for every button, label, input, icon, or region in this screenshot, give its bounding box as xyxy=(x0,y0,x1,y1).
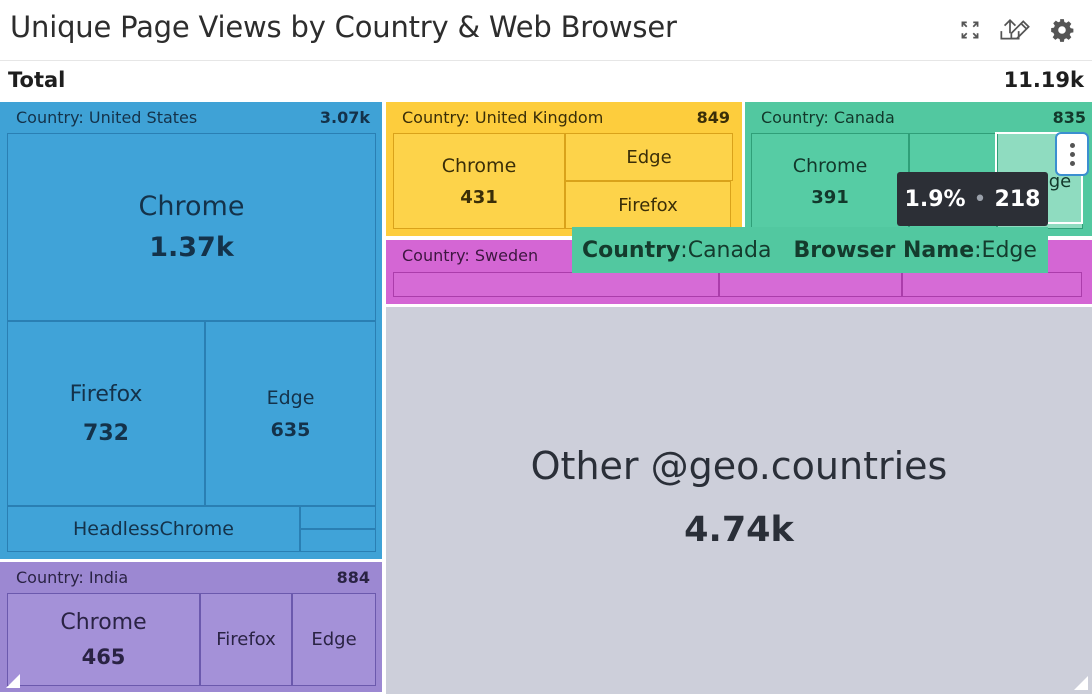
total-value: 11.19k xyxy=(1003,68,1084,92)
cell-name: Edge xyxy=(626,146,672,168)
other-value: 4.74k xyxy=(684,509,794,550)
export-icon[interactable] xyxy=(994,14,1026,46)
tooltip-country-key: Country xyxy=(582,237,681,263)
treemap-group-india[interactable]: Country: India 884 Chrome 465 Firefox Ed… xyxy=(0,562,382,692)
treemap-cell-firefox[interactable]: Firefox 732 xyxy=(7,321,205,506)
cell-name: Chrome xyxy=(441,154,517,177)
treemap-cell-edge[interactable]: Edge xyxy=(565,133,733,181)
resize-handle-icon[interactable] xyxy=(1074,676,1088,690)
group-label: Country: United Kingdom xyxy=(402,108,604,127)
cell-name: Firefox xyxy=(69,381,143,407)
header-divider xyxy=(0,60,1092,61)
other-label: Other @geo.countries xyxy=(530,443,948,488)
kebab-dot xyxy=(1069,160,1075,166)
tooltip-browser-key: Browser Name xyxy=(793,237,975,263)
treemap-cell-small[interactable] xyxy=(300,506,376,529)
cell-name: Firefox xyxy=(216,629,276,650)
cell-value: 431 xyxy=(460,186,498,208)
cell-value: 1.37k xyxy=(149,232,234,263)
more-options-icon[interactable] xyxy=(1055,132,1089,176)
tooltip-details: Country: Canada Browser Name: Edge xyxy=(572,227,1048,273)
tooltip-percent-value: 1.9% xyxy=(904,186,966,212)
tooltip-browser-value: Edge xyxy=(981,237,1037,263)
cell-value: 465 xyxy=(81,645,126,669)
group-value: 3.07k xyxy=(319,108,370,127)
treemap-group-united-states[interactable]: Country: United States 3.07k Chrome 1.37… xyxy=(0,102,382,559)
cell-name: Chrome xyxy=(138,191,245,222)
cell-name: Edge xyxy=(266,386,315,409)
treemap-group-united-kingdom[interactable]: Country: United Kingdom 849 Chrome 431 E… xyxy=(386,102,742,236)
cell-value: 732 xyxy=(83,420,129,446)
cell-name: HeadlessChrome xyxy=(73,518,234,540)
treemap-cell[interactable] xyxy=(393,272,719,297)
separator-dot-icon: • xyxy=(973,186,987,212)
treemap-cell-edge[interactable]: Edge xyxy=(292,593,376,686)
kebab-dot xyxy=(1069,142,1075,148)
edit-icon[interactable] xyxy=(1004,14,1036,46)
tooltip-count-value: 218 xyxy=(994,186,1041,212)
treemap-cell-firefox[interactable]: Firefox xyxy=(565,181,731,229)
treemap-cell-headlesschrome[interactable]: HeadlessChrome xyxy=(7,506,300,552)
treemap-cell-small[interactable] xyxy=(300,529,376,552)
group-label: Country: India xyxy=(16,568,129,587)
treemap-cell-firefox[interactable]: Firefox xyxy=(200,593,292,686)
resize-handle-icon[interactable] xyxy=(6,674,20,688)
group-value: 849 xyxy=(696,108,730,127)
tooltip-percent: 1.9% • 218 xyxy=(897,172,1048,226)
tooltip-colon: : xyxy=(974,237,982,263)
group-label: Country: Canada xyxy=(761,108,895,127)
group-label: Country: United States xyxy=(16,108,198,127)
treemap-cell-edge[interactable]: Edge 635 xyxy=(205,321,376,506)
total-label: Total xyxy=(8,68,66,92)
cell-name: Chrome xyxy=(792,154,868,177)
treemap-cell-chrome[interactable]: Chrome 391 xyxy=(751,133,909,229)
cell-value: 635 xyxy=(270,418,311,441)
treemap-cell[interactable] xyxy=(902,272,1082,297)
expand-icon[interactable] xyxy=(954,14,986,46)
group-value: 884 xyxy=(336,568,370,587)
cell-name: Firefox xyxy=(618,194,678,216)
treemap-cell[interactable] xyxy=(719,272,902,297)
treemap-cell-chrome[interactable]: Chrome 431 xyxy=(393,133,565,229)
treemap-cell-chrome[interactable]: Chrome 465 xyxy=(7,593,200,686)
tooltip-colon: : xyxy=(680,237,688,263)
treemap-cell-chrome[interactable]: Chrome 1.37k xyxy=(7,133,376,321)
treemap-group-other[interactable]: Other @geo.countries 4.74k xyxy=(386,307,1092,694)
kebab-dot xyxy=(1069,151,1075,157)
cell-value: 391 xyxy=(811,186,849,208)
group-value: 835 xyxy=(1052,108,1086,127)
group-label: Country: Sweden xyxy=(402,246,539,265)
tooltip-country-value: Canada xyxy=(687,237,772,263)
widget-title: Unique Page Views by Country & Web Brows… xyxy=(10,10,677,44)
cell-name: Edge xyxy=(311,629,357,650)
cell-name: Chrome xyxy=(60,610,147,635)
settings-icon[interactable] xyxy=(1046,14,1078,46)
